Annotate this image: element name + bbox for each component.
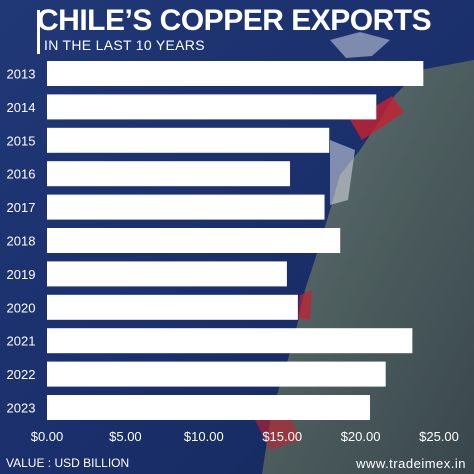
title-accent-bar xyxy=(37,10,40,54)
bar-2018 xyxy=(47,228,341,253)
x-tick-label: $25.00 xyxy=(419,429,459,444)
category-label-2017: 2017 xyxy=(7,200,36,215)
category-label-2020: 2020 xyxy=(7,300,36,315)
chart-title: CHILE’S COPPER EXPORTS xyxy=(37,4,432,37)
category-label-2015: 2015 xyxy=(7,133,36,148)
bar-2015 xyxy=(47,127,330,153)
category-label-2023: 2023 xyxy=(7,401,36,416)
category-label-2018: 2018 xyxy=(7,234,36,249)
value-unit-note: VALUE : USD BILLION xyxy=(6,456,130,470)
category-label-2022: 2022 xyxy=(7,367,36,382)
category-label-2014: 2014 xyxy=(7,100,36,115)
bar-2013 xyxy=(47,61,424,86)
bar-2022 xyxy=(47,361,386,387)
x-tick-label: $10.00 xyxy=(184,429,224,444)
bar-2019 xyxy=(47,261,287,287)
x-tick-label: $5.00 xyxy=(109,429,142,444)
category-label-2019: 2019 xyxy=(7,267,36,282)
category-label-2013: 2013 xyxy=(7,67,36,82)
category-label-2016: 2016 xyxy=(7,167,36,182)
bar-2020 xyxy=(47,294,298,320)
bar-2016 xyxy=(47,161,291,187)
bar-2017 xyxy=(47,194,325,220)
chart-subtitle: IN THE LAST 10 YEARS xyxy=(44,37,205,53)
x-tick-label: $0.00 xyxy=(31,429,64,444)
x-tick-label: $20.00 xyxy=(341,429,381,444)
bar-2014 xyxy=(47,94,377,120)
category-label-2021: 2021 xyxy=(7,334,36,349)
bar-2023 xyxy=(47,395,371,420)
x-tick-label: $15.00 xyxy=(262,429,302,444)
bar-2021 xyxy=(47,328,413,354)
website-link[interactable]: www.tradeimex.in xyxy=(356,456,466,471)
